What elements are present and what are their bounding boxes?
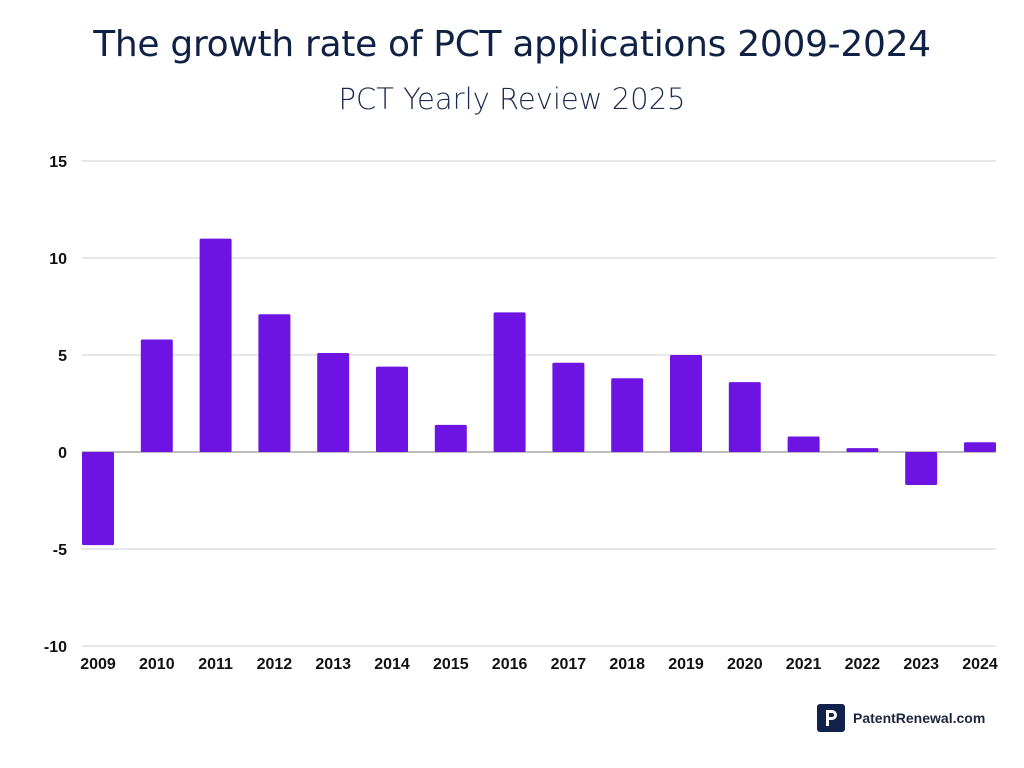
bar-2014 [376,366,408,452]
x-tick-label: 2017 [551,656,587,673]
bar-2013 [317,353,350,452]
y-tick-label: 15 [49,154,67,171]
bar-2016 [493,312,526,452]
x-tick-label: 2023 [903,656,939,673]
x-tick-label: 2014 [374,656,410,673]
x-tick-label: 2024 [962,656,998,673]
x-tick-label: 2020 [727,656,763,673]
bar-2018 [611,378,644,452]
bar-2023 [905,452,938,485]
x-tick-label: 2010 [139,656,175,673]
bar-2022 [846,448,879,452]
brand-text: PatentRenewal.com [853,710,986,726]
bar-2024 [964,442,996,452]
patent-renewal-logo-icon [817,704,845,732]
y-tick-label: -10 [44,639,67,656]
x-tick-label: 2021 [786,656,822,673]
x-tick-label: 2016 [492,656,528,673]
x-tick-label: 2015 [433,656,469,673]
y-tick-label: -5 [53,542,67,559]
bar-2020 [728,382,761,452]
bar-2021 [787,436,820,452]
x-tick-label: 2012 [257,656,293,673]
x-tick-label: 2022 [845,656,881,673]
x-tick-label: 2009 [80,656,116,673]
chart-subtitle: PCT Yearly Review 2025 [338,82,686,116]
x-tick-label: 2019 [668,656,704,673]
bar-2012 [258,314,291,452]
x-tick-label: 2011 [198,656,233,673]
bar-2009 [82,452,114,546]
x-tick-label: 2018 [609,656,645,673]
bar-2010 [140,339,173,452]
bar-2015 [434,424,467,452]
y-tick-label: 5 [58,348,67,365]
chart-title: The growth rate of PCT applications 2009… [93,24,931,65]
bar-2019 [670,355,702,452]
bar-2017 [552,362,585,452]
y-tick-label: 10 [49,251,67,268]
y-tick-label: 0 [58,445,67,462]
bar-2011 [199,238,232,452]
bar-chart: 15 10 5 0 -5 -10 2009 2010 2011 2012 2013 2014 2015 2… [44,154,998,673]
x-tick-label: 2013 [315,656,351,673]
brand-badge: PatentRenewal.com [817,704,985,732]
